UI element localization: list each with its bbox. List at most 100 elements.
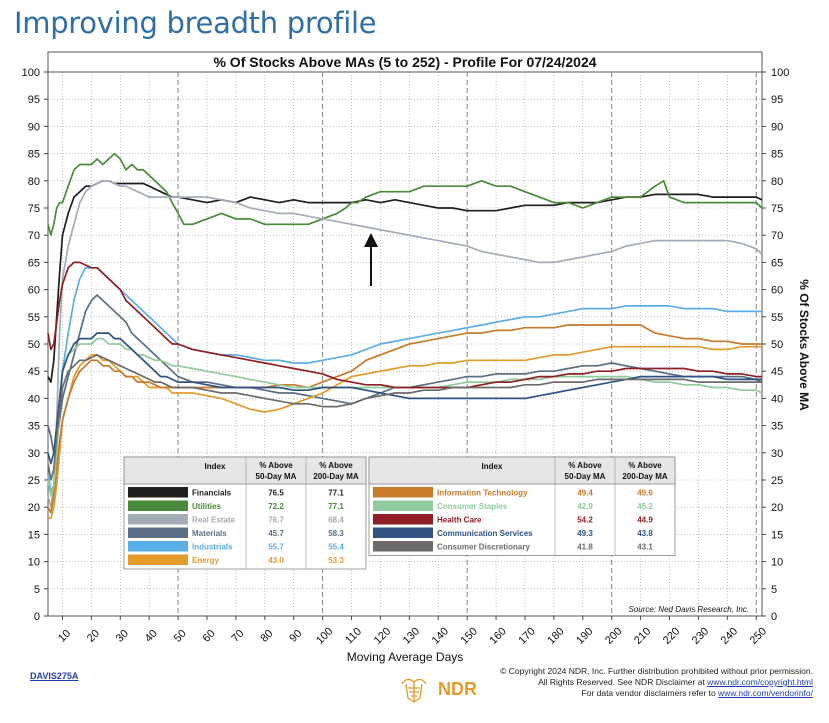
y-tick-label-left: 95 [28,94,40,106]
legend-series-name: Utilities [192,502,221,511]
y-tick-label-right: 90 [771,121,783,133]
y-tick-label-left: 90 [28,121,40,133]
series-line-utilities [47,152,763,237]
y-tick-label-left: 25 [28,475,40,487]
legend-value-50d: 76.7 [268,516,284,525]
legend-header-col: 50-Day MA [256,472,297,481]
y-tick-label-left: 5 [34,584,40,596]
vendor-info-link[interactable]: www.ndr.com/vendorinfo/ [718,688,813,698]
y-tick-label-left: 20 [28,502,40,514]
y-tick-label-right: 65 [771,257,783,269]
legend-swatch [373,487,433,498]
copyright-notice: © Copyright 2024 NDR, Inc. Further distr… [413,666,813,699]
ndr-logo: NDR [398,670,508,711]
legend-swatch [128,514,188,525]
document-id[interactable]: DAVIS275A [30,671,79,681]
legend-header-col: 50-Day MA [565,472,606,481]
x-tick-label: 60 [201,628,218,645]
y-tick-label-right: 5 [771,584,777,596]
legend-value-200d: 43.1 [637,543,653,552]
legend-series-name: Industrials [192,543,233,552]
legend-value-200d: 53.3 [328,556,344,565]
y-tick-label-left: 80 [28,176,40,188]
y-tick-label-left: 100 [22,67,40,79]
legend-header-col: % Above [319,461,353,470]
y-tick-label-right: 45 [771,366,783,378]
x-tick-label: 230 [690,625,711,646]
x-tick-label: 10 [56,628,73,645]
legend-value-50d: 49.3 [577,529,593,538]
y-tick-label-right: 20 [771,502,783,514]
legend-value-200d: 77.1 [328,489,344,498]
y-tick-label-left: 45 [28,366,40,378]
y-tick-label-right: 60 [771,285,783,297]
y-tick-label-left: 40 [28,393,40,405]
y-tick-label-right: 15 [771,529,783,541]
y-tick-label-right: 30 [771,448,783,460]
legend-swatch [128,500,188,511]
y-axis-right: 0 5 10 15 20 25 30 35 40 45 50 55 60 65 70 75 80 85 90 95 10… [762,67,789,623]
y-tick-label-left: 30 [28,448,40,460]
legend-value-50d: 43.0 [268,556,284,565]
x-tick-label: 110 [343,626,364,647]
y-tick-label-left: 75 [28,203,40,215]
legend-tables: Index % Above 50-Day MA % Above 200-Day MA Fi… [123,456,676,570]
page-title: Improving breadth profile [14,6,377,40]
y-tick-label-left: 10 [28,557,40,569]
x-tick-label: 40 [143,628,160,645]
x-tick-label: 160 [487,625,508,646]
legend-series-name: Real Estate [192,516,236,525]
y-tick-label-right: 75 [771,203,783,215]
y-axis-left: 0 5 10 15 20 25 30 35 40 45 50 55 60 65 70 75 80 85 90 95 10… [22,67,48,623]
x-tick-label: 130 [401,625,422,646]
legend-header-col: 200-Day MA [622,472,668,481]
x-tick-label: 90 [287,628,304,645]
legend-value-200d: 43.8 [637,529,653,538]
y-tick-label-left: 55 [28,312,40,324]
legend-value-200d: 44.9 [637,516,653,525]
arrow-head [364,233,378,247]
series-lines [47,152,763,519]
bull-icon [401,678,427,703]
legend-series-name: Communication Services [437,529,533,538]
y-tick-label-right: 25 [771,475,783,487]
legend-value-50d: 54.2 [577,516,593,525]
legend-swatch [373,541,433,552]
legend-header-col: % Above [259,461,293,470]
legend-value-50d: 42.9 [577,502,593,511]
y-tick-label-left: 60 [28,285,40,297]
y-tick-label-left: 65 [28,257,40,269]
x-tick-label: 100 [314,625,335,646]
x-tick-label: 210 [632,625,653,646]
legend-swatch [128,554,188,565]
y-tick-label-left: 0 [34,611,40,623]
x-tick-label: 80 [258,628,275,645]
x-axis-label: Moving Average Days [347,650,464,664]
y-axis-label: % Of Stocks Above MA [797,279,811,411]
legend-series-name: Consumer Staples [437,502,508,511]
chart-title: % Of Stocks Above MAs (5 to 252) - Profi… [213,54,596,70]
legend-value-50d: 76.5 [268,489,284,498]
annotation-arrow [364,233,378,286]
legend-header-col: % Above [628,461,662,470]
y-tick-label-right: 80 [771,176,783,188]
legend-swatch [373,514,433,525]
legend-value-50d: 72.2 [268,502,284,511]
x-tick-label: 180 [545,625,566,646]
y-tick-label-right: 85 [771,149,783,161]
legend-series-name: Consumer Discretionary [437,543,530,552]
copyright-line-2: All Rights Reserved. See NDR Disclaimer … [538,677,813,687]
legend-value-200d: 77.1 [328,502,344,511]
x-tick-label: 170 [516,625,537,646]
y-tick-label-right: 40 [771,393,783,405]
legend-header-index: Index [205,462,226,471]
legend-swatch [128,527,188,538]
y-tick-label-right: 10 [771,557,783,569]
legend-value-50d: 49.4 [577,489,593,498]
legend-value-200d: 49.6 [637,489,653,498]
y-tick-label-right: 100 [771,67,789,79]
x-tick-label: 190 [574,625,595,646]
x-tick-label: 140 [430,625,451,646]
copyright-link[interactable]: www.ndr.com/copyright.html [707,677,813,687]
x-tick-label: 70 [229,628,246,645]
